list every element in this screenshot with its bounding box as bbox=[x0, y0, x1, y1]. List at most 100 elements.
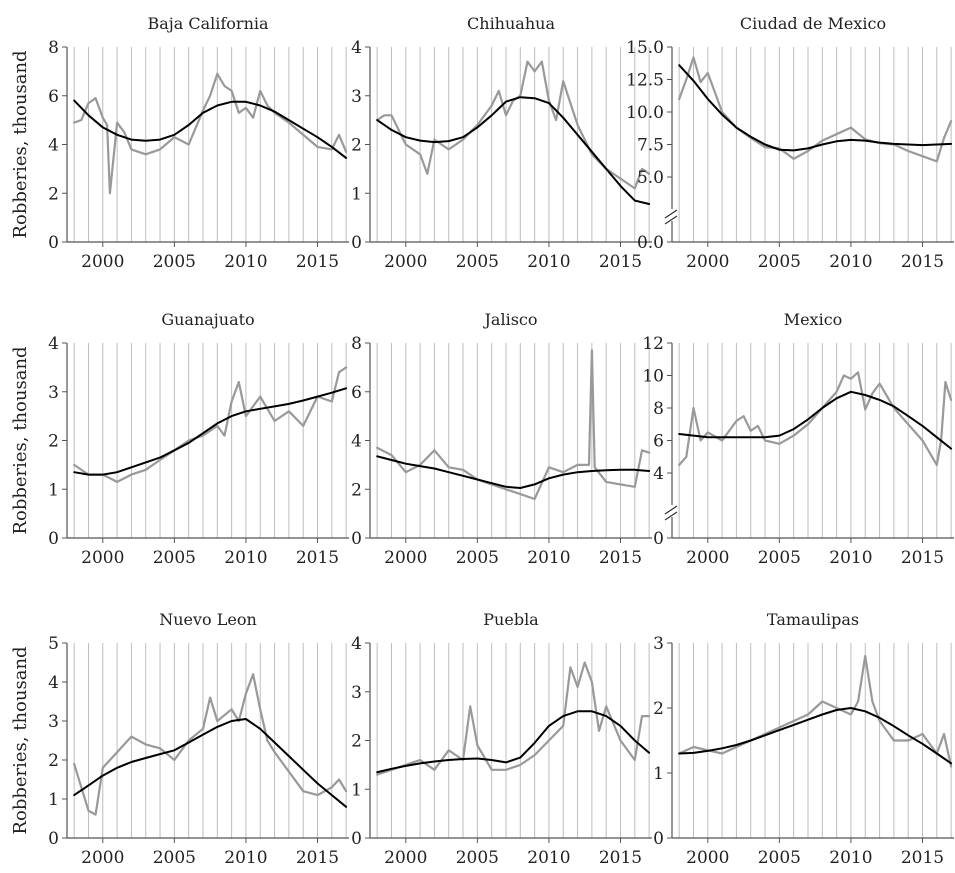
y-tick-label: 0 bbox=[653, 529, 664, 549]
y-tick-label: 0 bbox=[351, 529, 362, 549]
y-tick-label: 8 bbox=[351, 334, 362, 354]
y-tick-label: 7.5 bbox=[637, 136, 664, 156]
y-tick-label: 2 bbox=[653, 699, 664, 719]
x-tick-label: 2005 bbox=[758, 252, 801, 272]
y-tick-label: 2 bbox=[351, 480, 362, 500]
y-tick-label: 2 bbox=[48, 432, 59, 452]
x-tick-label: 2015 bbox=[901, 848, 944, 868]
y-tick-label: 0 bbox=[48, 829, 59, 849]
grid-lines bbox=[73, 643, 347, 838]
actual-series-line bbox=[73, 366, 348, 483]
y-tick-label: 0 bbox=[351, 233, 362, 253]
trend-line bbox=[73, 718, 348, 808]
x-tick-label: 2015 bbox=[599, 548, 642, 568]
grid-lines bbox=[376, 643, 650, 838]
y-tick-label: 4 bbox=[351, 38, 362, 58]
y-tick-label: 2 bbox=[48, 184, 59, 204]
panel-title: Jalisco bbox=[483, 310, 538, 329]
panel-nuevo-leon: 0 1 2 3 4 5 2000 2005 2010 2015 Nuevo Leon Robberie… bbox=[10, 610, 349, 868]
x-tick-label: 2005 bbox=[153, 548, 196, 568]
trend-line bbox=[73, 387, 348, 476]
y-tick-label: 3 bbox=[48, 712, 59, 732]
y-tick-label: 6 bbox=[653, 432, 664, 452]
trend-line bbox=[376, 96, 651, 205]
panel-title: Tamaulipas bbox=[767, 610, 859, 629]
y-tick-label: 4 bbox=[48, 136, 59, 156]
y-tick-label: 0 bbox=[351, 829, 362, 849]
axis-break-gap bbox=[667, 505, 677, 517]
axis-break-mark bbox=[664, 505, 678, 515]
x-tick-label: 2000 bbox=[384, 252, 427, 272]
y-tick-label: 4 bbox=[653, 464, 664, 484]
y-tick-label: 1 bbox=[48, 790, 59, 810]
panel-baja-california: 0 2 4 6 8 2000 2005 2010 2015 Baja California Robb… bbox=[10, 14, 349, 272]
x-tick-label: 2010 bbox=[224, 252, 267, 272]
panel-mexico: 0 4 6 8 10 12 2000 2005 2010 2015 Mexico bbox=[642, 310, 954, 568]
grid-lines bbox=[376, 47, 650, 242]
y-tick-label: 1 bbox=[351, 780, 362, 800]
x-tick-label: 2015 bbox=[296, 252, 339, 272]
x-tick-label: 2010 bbox=[527, 848, 570, 868]
x-tick-label: 2005 bbox=[758, 548, 801, 568]
actual-series-line bbox=[73, 72, 348, 195]
y-tick-label: 6 bbox=[351, 383, 362, 403]
y-tick-label: 10 bbox=[642, 367, 664, 387]
y-tick-label: 3 bbox=[48, 383, 59, 403]
x-tick-label: 2005 bbox=[758, 848, 801, 868]
x-tick-label: 2015 bbox=[901, 252, 944, 272]
panel-title: Mexico bbox=[784, 310, 843, 329]
x-tick-label: 2010 bbox=[527, 548, 570, 568]
trend-line bbox=[376, 455, 651, 489]
panel-title: Guanajuato bbox=[161, 310, 254, 329]
y-tick-label: 1 bbox=[351, 184, 362, 204]
y-tick-label: 4 bbox=[351, 432, 362, 452]
x-tick-label: 2000 bbox=[686, 848, 729, 868]
x-tick-label: 2000 bbox=[81, 252, 124, 272]
panel-puebla: 0 1 2 3 4 2000 2005 2010 2015 Puebla bbox=[351, 610, 652, 868]
trend-line bbox=[678, 64, 953, 152]
axis-break-mark bbox=[664, 511, 678, 521]
x-tick-label: 2010 bbox=[829, 252, 872, 272]
y-tick-label: 1 bbox=[48, 480, 59, 500]
y-tick-label: 12 bbox=[642, 334, 664, 354]
y-axis-label: Robberies, thousand bbox=[10, 50, 31, 238]
x-tick-label: 2015 bbox=[599, 848, 642, 868]
axis-break-gap bbox=[667, 209, 677, 221]
x-tick-label: 2005 bbox=[456, 548, 499, 568]
panel-title: Baja California bbox=[147, 14, 269, 33]
panel-ciudad-de-mexico: 0.0 5.0 7.5 10.0 12.5 15.0 2000 2005 2010 2015 Ciu… bbox=[626, 14, 954, 272]
x-tick-label: 2010 bbox=[829, 848, 872, 868]
x-tick-label: 2015 bbox=[599, 252, 642, 272]
x-tick-label: 2010 bbox=[224, 548, 267, 568]
grid-lines bbox=[678, 343, 952, 538]
actual-series-line bbox=[73, 673, 348, 816]
y-tick-label: 0.0 bbox=[637, 233, 664, 253]
y-tick-label: 8 bbox=[48, 38, 59, 58]
panel-title: Chihuahua bbox=[467, 14, 555, 33]
axis-break-mark bbox=[664, 215, 678, 225]
y-tick-label: 3 bbox=[653, 634, 664, 654]
grid-lines bbox=[73, 343, 347, 538]
y-tick-label: 3 bbox=[351, 87, 362, 107]
actual-series-line bbox=[678, 56, 953, 163]
x-tick-label: 2005 bbox=[153, 252, 196, 272]
actual-series-line bbox=[376, 661, 651, 776]
trend-line bbox=[678, 390, 953, 450]
y-tick-label: 10.0 bbox=[626, 103, 664, 123]
panel-tamaulipas: 0 1 2 3 2000 2005 2010 2015 Tamaulipas bbox=[653, 610, 954, 868]
y-tick-label: 2 bbox=[351, 136, 362, 156]
x-tick-label: 2000 bbox=[384, 548, 427, 568]
axis-break-mark bbox=[664, 209, 678, 219]
actual-series-line bbox=[376, 349, 651, 501]
x-tick-label: 2015 bbox=[296, 548, 339, 568]
x-tick-label: 2005 bbox=[153, 848, 196, 868]
y-tick-label: 4 bbox=[48, 673, 59, 693]
x-tick-label: 2000 bbox=[686, 548, 729, 568]
trend-line bbox=[376, 710, 651, 774]
y-tick-label: 3 bbox=[351, 683, 362, 703]
y-tick-label: 8 bbox=[653, 399, 664, 419]
y-tick-label: 0 bbox=[48, 529, 59, 549]
y-tick-label: 5.0 bbox=[637, 168, 664, 188]
actual-series-line bbox=[376, 60, 651, 190]
y-tick-label: 6 bbox=[48, 87, 59, 107]
